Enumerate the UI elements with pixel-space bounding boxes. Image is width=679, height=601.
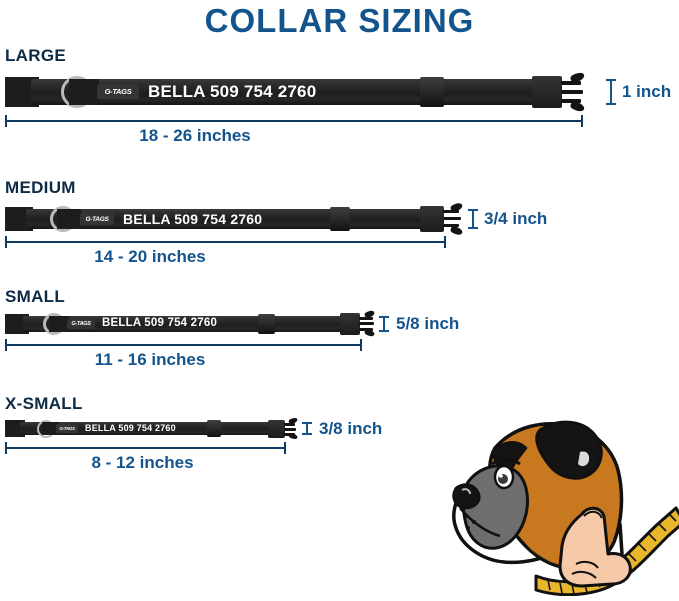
dog-ear-highlight bbox=[578, 451, 590, 467]
width-indicator-medium bbox=[468, 209, 478, 229]
buckle-prong-tip-bot bbox=[363, 328, 376, 338]
buckle-prong-mid bbox=[284, 428, 296, 431]
buckle-prong-top bbox=[359, 317, 373, 320]
collar-slider bbox=[420, 77, 444, 107]
brand-tag-large: G-TAGS bbox=[97, 84, 139, 99]
buckle-prong-mid bbox=[561, 90, 583, 94]
size-label-large: LARGE bbox=[5, 46, 66, 65]
dog-brow bbox=[491, 458, 521, 466]
dimension-endcap-right bbox=[360, 339, 362, 351]
engraving-text-x-small: BELLA 509 754 2760 bbox=[85, 423, 176, 433]
d-ring-strap-overlay bbox=[69, 79, 99, 105]
collar-graphic-medium: G-TAGS BELLA 509 754 2760 bbox=[5, 201, 465, 237]
brand-tag-x-small: G-TAGS bbox=[56, 424, 78, 433]
page-title: COLLAR SIZING bbox=[204, 2, 475, 39]
collar-graphic-large: G-TAGS BELLA 509 754 2760 bbox=[5, 71, 590, 113]
engraving-text-small: BELLA 509 754 2760 bbox=[102, 317, 218, 329]
width-cap-bottom bbox=[379, 330, 389, 332]
collar-slider bbox=[207, 420, 221, 437]
width-text-small: 5/8 inch bbox=[396, 314, 460, 333]
dog-mouth-line bbox=[459, 507, 501, 538]
dimension-endcap-left bbox=[5, 236, 7, 248]
buckle-prong-tip-bot bbox=[288, 432, 299, 441]
dog-eye-glint bbox=[499, 474, 503, 478]
collar-buckle bbox=[268, 420, 285, 438]
dog-nostril-highlight bbox=[461, 488, 471, 495]
size-label-small: SMALL bbox=[5, 287, 66, 306]
buckle-prong-tip-bot bbox=[449, 225, 464, 237]
dog-nose bbox=[452, 483, 481, 510]
size-label-medium: MEDIUM bbox=[5, 178, 76, 197]
width-indicator-large bbox=[606, 79, 616, 105]
length-text-small: 11 - 16 inches bbox=[94, 350, 206, 369]
width-bar bbox=[306, 422, 308, 435]
finger-crease bbox=[583, 510, 603, 519]
length-text-medium: 14 - 20 inches bbox=[94, 247, 206, 266]
engraving-text-medium: BELLA 509 754 2760 bbox=[123, 211, 263, 227]
collar-buckle bbox=[532, 76, 562, 108]
buckle-prong-tip-bot bbox=[569, 100, 586, 113]
width-text-x-small: 3/8 inch bbox=[319, 419, 383, 438]
d-ring-strap-overlay bbox=[49, 316, 69, 332]
collar-slider bbox=[258, 314, 275, 334]
buckle-prong-mid bbox=[359, 322, 374, 325]
d-ring-strap-overlay bbox=[42, 422, 59, 435]
buckle-prong-top bbox=[561, 81, 581, 85]
dimension-line bbox=[5, 120, 583, 122]
width-text-medium: 3/4 inch bbox=[484, 209, 548, 228]
buckle-prong-mid bbox=[443, 217, 461, 220]
width-indicator-x-small bbox=[302, 422, 312, 435]
length-text-large: 18 - 26 inches bbox=[139, 126, 251, 145]
hand-holding-tape bbox=[558, 506, 632, 588]
width-cap-bottom bbox=[302, 433, 312, 435]
dimension-endcap-right bbox=[444, 236, 446, 248]
dimension-endcap-left bbox=[5, 442, 7, 454]
dimension-endcap-left bbox=[5, 339, 7, 351]
engraving-text-large: BELLA 509 754 2760 bbox=[148, 82, 317, 101]
dimension-endcap-right bbox=[581, 115, 583, 127]
width-indicator-small bbox=[379, 316, 389, 332]
width-text-large: 1 inch bbox=[622, 82, 672, 101]
size-label-x-small: X-SMALL bbox=[5, 394, 83, 413]
width-cap-bottom bbox=[468, 227, 478, 229]
brand-tag-small: G-TAGS bbox=[67, 319, 95, 329]
width-cap-bottom bbox=[606, 103, 616, 105]
dog-whisker-dot bbox=[466, 526, 470, 530]
collar-graphic-x-small: G-TAGS BELLA 509 754 2760 bbox=[5, 416, 305, 441]
knuckle-crease bbox=[575, 560, 599, 569]
dimension-line bbox=[5, 447, 286, 449]
dimension-endcap-right bbox=[284, 442, 286, 454]
d-ring-strap-overlay bbox=[57, 209, 81, 229]
knuckle-crease-2 bbox=[571, 570, 597, 579]
dimension-line bbox=[5, 241, 446, 243]
collar-slider bbox=[330, 207, 350, 231]
dimension-endcap-left bbox=[5, 115, 7, 127]
width-bar bbox=[610, 79, 612, 105]
dimension-line bbox=[5, 344, 362, 346]
collar-buckle bbox=[340, 313, 360, 335]
width-bar bbox=[383, 316, 385, 332]
dog-measuring-illustration bbox=[432, 404, 679, 597]
brand-tag-medium: G-TAGS bbox=[80, 213, 114, 225]
width-bar bbox=[472, 209, 474, 229]
collar-graphic-small: G-TAGS BELLA 509 754 2760 bbox=[5, 309, 380, 338]
collar-buckle bbox=[420, 206, 444, 232]
length-text-x-small: 8 - 12 inches bbox=[91, 453, 194, 472]
